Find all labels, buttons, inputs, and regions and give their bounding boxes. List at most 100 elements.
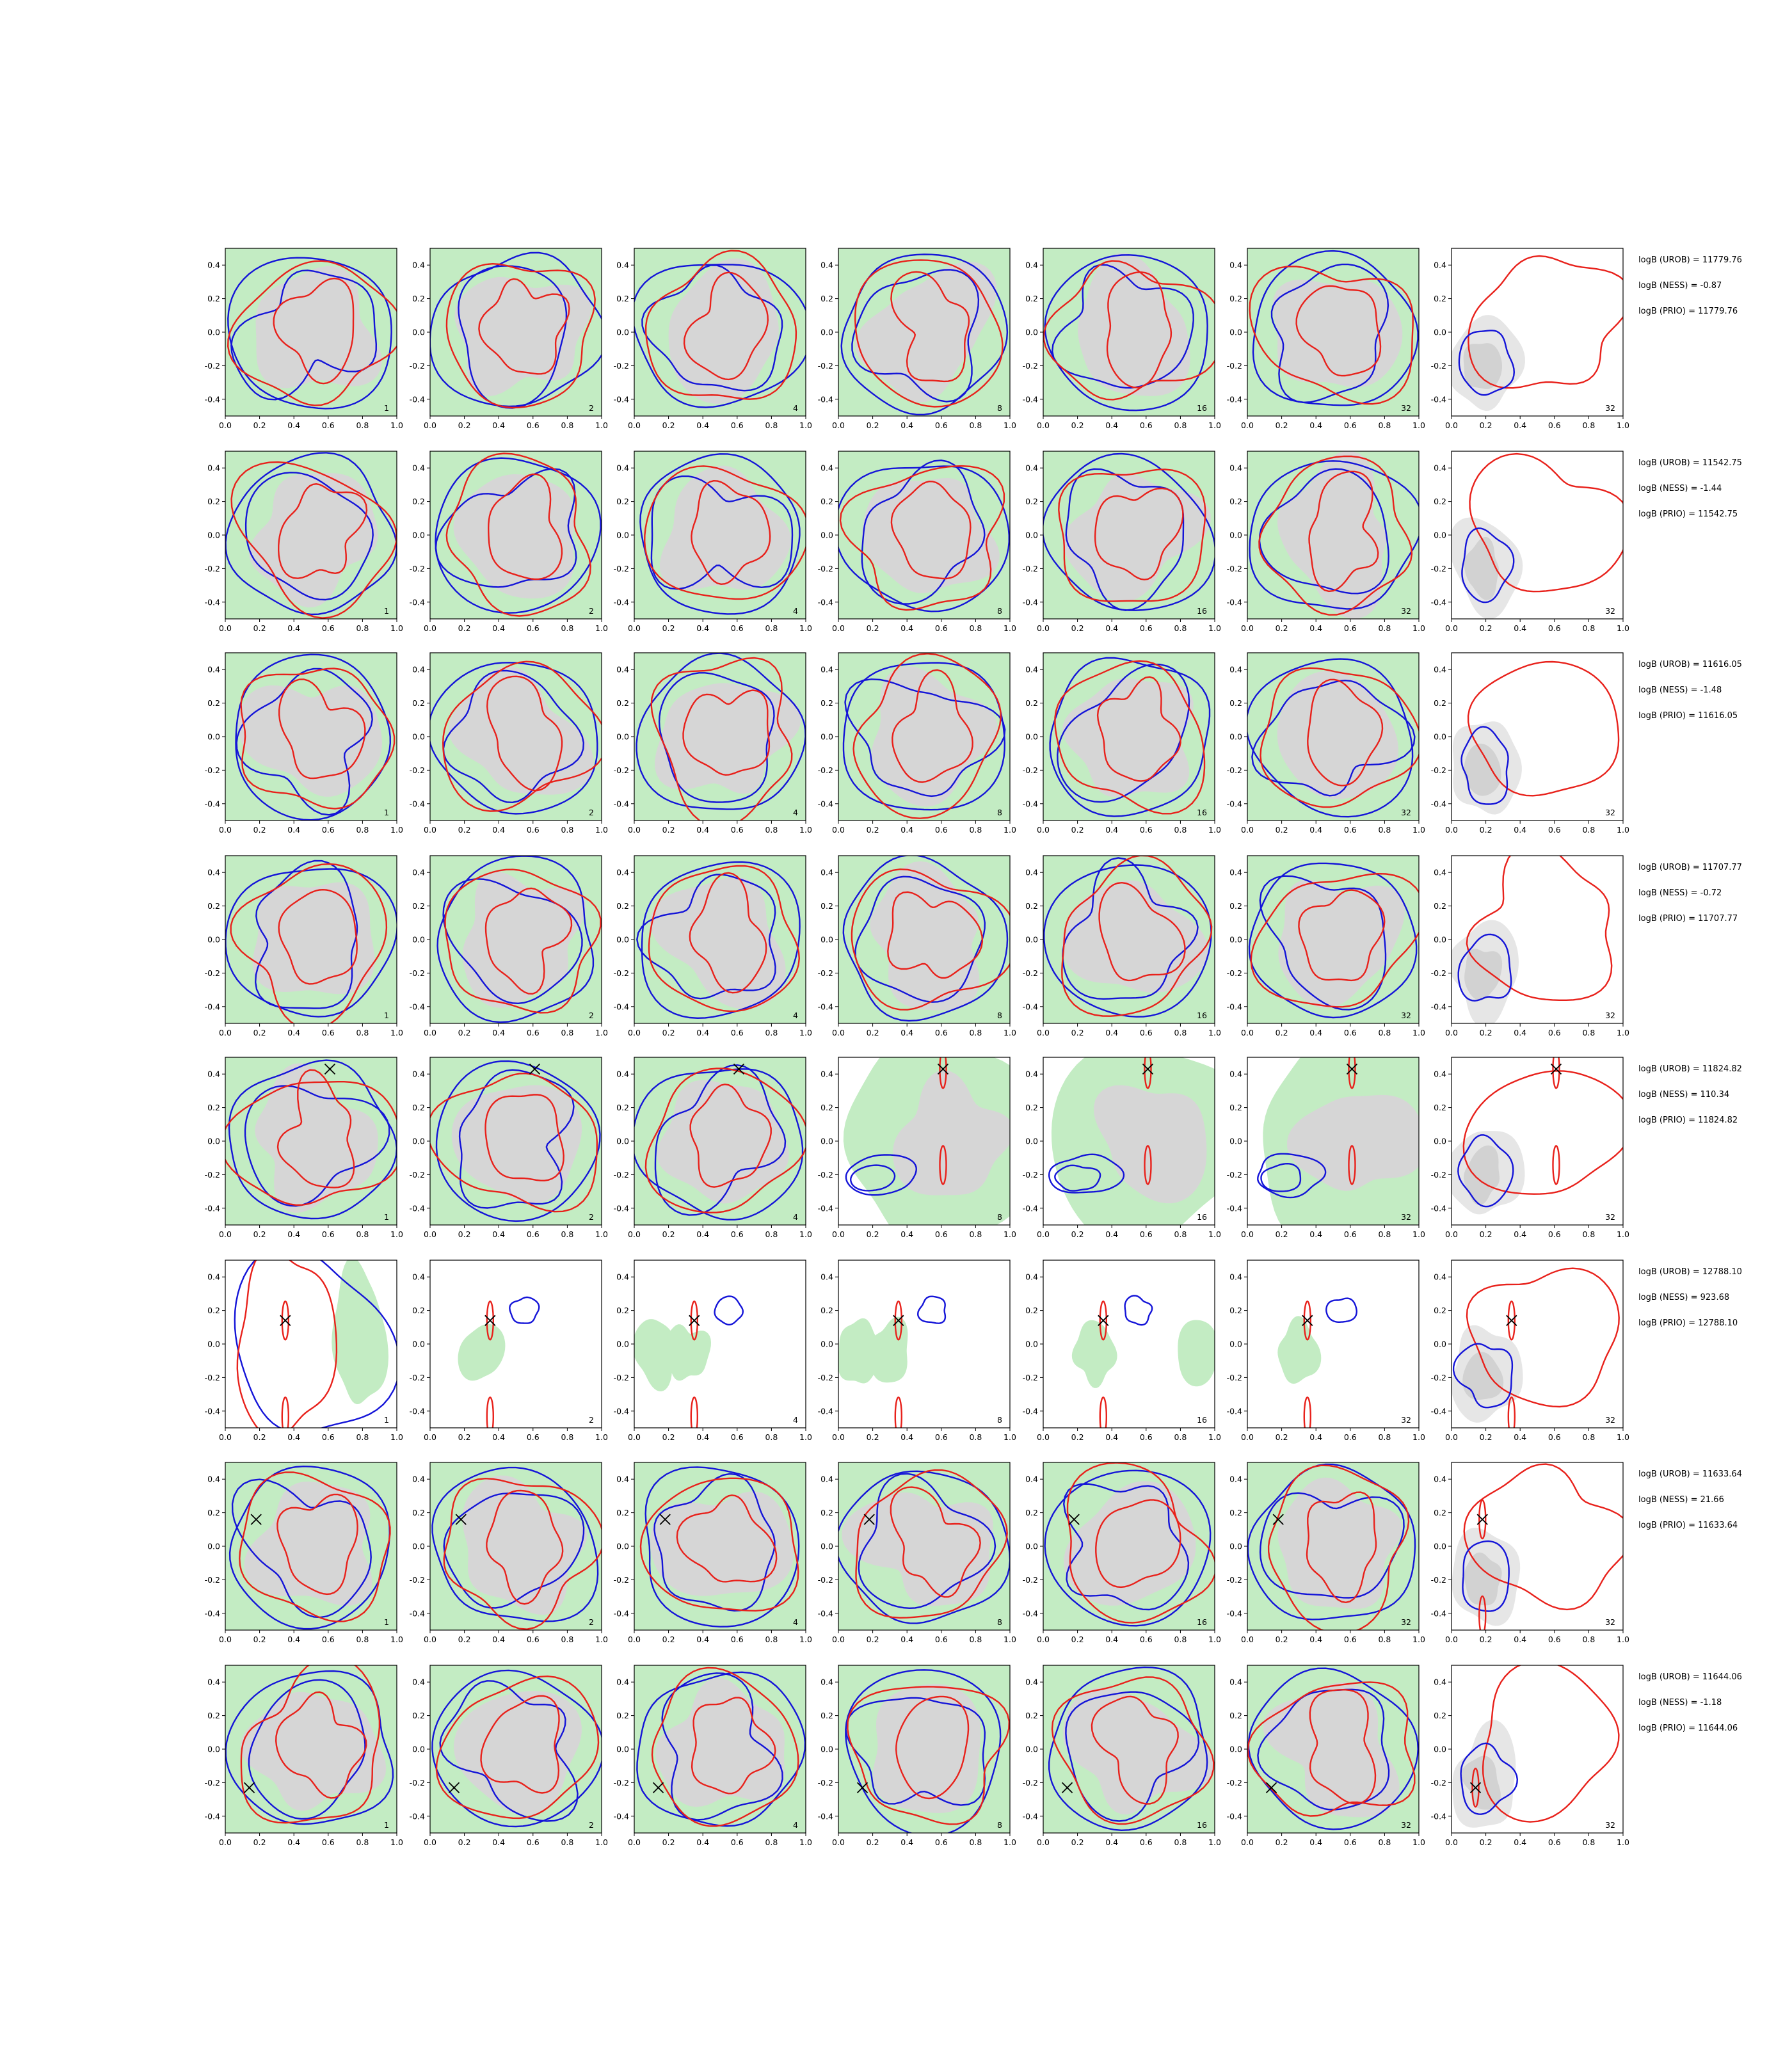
subplot-r2-c4: 0.4 0.2 0.0 -0.2 -0.4 0.0 0.2 0.4 0.6 0.8 1.08	[818, 451, 1016, 633]
y-tick-label: 0.2	[1434, 1508, 1446, 1517]
y-tick-label: 0.2	[616, 1711, 629, 1720]
iteration-label: 4	[793, 1415, 798, 1425]
y-tick-label: 0.4	[412, 868, 425, 877]
y-tick-label: 0.4	[1434, 260, 1446, 270]
y-tick-label: 0.2	[207, 1508, 220, 1517]
x-tick-label: 1.0	[1208, 1432, 1221, 1442]
y-tick-label: 0.4	[1025, 463, 1038, 473]
x-tick-label: 1.0	[595, 623, 608, 633]
red-contour	[689, 1084, 772, 1188]
x-tick-label: 0.2	[1480, 623, 1492, 633]
y-tick-label: -0.4	[818, 1002, 833, 1011]
subplot-r6-c7: 0.4 0.2 0.0 -0.2 -0.4 0.0 0.2 0.4 0.6 0.8 1.032	[1431, 1260, 1629, 1442]
red-contour	[227, 260, 397, 406]
y-tick-label: -0.2	[614, 1373, 629, 1382]
x-tick-label: 1.0	[595, 1635, 608, 1644]
red-contour	[1463, 1463, 1623, 1611]
x-tick-label: 0.4	[1105, 825, 1118, 835]
y-tick-label: -0.2	[1023, 1575, 1038, 1585]
x-tick-label: 0.8	[1174, 1432, 1187, 1442]
x-tick-label: 0.0	[1445, 1635, 1458, 1644]
red-contour	[1106, 271, 1172, 388]
subplot-r4-c7: 0.4 0.2 0.0 -0.2 -0.4 0.0 0.2 0.4 0.6 0.8 1.032	[1431, 855, 1629, 1037]
y-tick-label: 0.4	[820, 665, 833, 675]
y-tick-label: -0.2	[1431, 765, 1446, 775]
red-contour	[276, 1493, 358, 1596]
subplot-r5-c1: 0.4 0.2 0.0 -0.2 -0.4 0.0 0.2 0.4 0.6 0.8 1.01	[205, 1057, 403, 1239]
x-tick-label: 1.0	[1617, 623, 1629, 633]
iteration-label: 2	[589, 1820, 594, 1830]
blue-contour	[458, 265, 568, 409]
subplot-r1-c4: 0.4 0.2 0.0 -0.2 -0.4 0.0 0.2 0.4 0.6 0.8 1.08	[818, 248, 1016, 430]
prior-density-fill	[1462, 1352, 1504, 1400]
red-contour	[1144, 1057, 1152, 1089]
blue-contour	[1452, 1343, 1514, 1409]
x-tick-label: 0.4	[696, 1028, 709, 1037]
subplot-r1-c3: 0.4 0.2 0.0 -0.2 -0.4 0.0 0.2 0.4 0.6 0.8 1.04	[614, 248, 812, 430]
red-contour	[1473, 1864, 1479, 1903]
x-tick-label: 0.4	[492, 825, 505, 835]
y-tick-label: -0.2	[205, 968, 220, 978]
green-density-fill	[332, 1260, 388, 1405]
y-tick-label: -0.4	[410, 597, 425, 607]
y-tick-label: -0.2	[818, 564, 833, 573]
y-tick-label: -0.2	[818, 361, 833, 371]
x-tick-label: 0.0	[832, 420, 845, 430]
y-tick-label: 0.0	[1434, 531, 1446, 540]
y-tick-label: -0.2	[614, 1575, 629, 1585]
y-tick-label: 0.0	[1025, 328, 1038, 337]
blue-contour	[248, 1679, 366, 1820]
green-density-fill	[1071, 1320, 1117, 1388]
y-tick-label: 0.4	[1025, 1272, 1038, 1282]
y-tick-label: -0.4	[614, 394, 629, 404]
y-tick-label: -0.2	[1227, 1575, 1242, 1585]
y-tick-label: -0.4	[205, 597, 220, 607]
y-tick-label: 0.4	[616, 1677, 629, 1687]
x-tick-label: 1.0	[1412, 1837, 1425, 1847]
subplot-r6-c6: 0.4 0.2 0.0 -0.2 -0.4 0.0 0.2 0.4 0.6 0.8 1.032	[1227, 1260, 1425, 1442]
y-tick-label: -0.2	[818, 968, 833, 978]
y-tick-label: -0.2	[1023, 968, 1038, 978]
x-tick-label: 0.2	[1480, 1432, 1492, 1442]
x-tick-label: 0.2	[253, 1432, 266, 1442]
x-tick-label: 1.0	[1412, 1635, 1425, 1644]
logb-urob-value: 11824.82	[1702, 1064, 1742, 1074]
y-tick-label: 0.2	[1025, 698, 1038, 708]
y-tick-label: -0.2	[614, 1170, 629, 1180]
prior-density-fill	[1464, 743, 1501, 796]
y-tick-label: 0.4	[616, 260, 629, 270]
blue-contour	[1247, 658, 1414, 818]
red-contour	[1469, 452, 1623, 593]
x-tick-label: 1.0	[1004, 1432, 1016, 1442]
y-tick-label: 0.0	[616, 531, 629, 540]
y-tick-label: 0.0	[207, 328, 220, 337]
x-tick-label: 0.8	[765, 1229, 778, 1239]
blue-contour	[634, 1068, 804, 1220]
blue-contour	[1043, 864, 1212, 1018]
y-tick-label: 0.4	[1434, 463, 1446, 473]
x-tick-label: 0.2	[867, 1028, 879, 1037]
red-contour	[855, 1469, 1008, 1619]
red-contour	[1307, 678, 1384, 787]
x-tick-label: 0.0	[1445, 1229, 1458, 1239]
y-tick-label: -0.2	[1431, 968, 1446, 978]
logb-ness-value: -1.44	[1700, 484, 1722, 493]
logb-prio-label: logB (PRIO) =	[1638, 1521, 1698, 1530]
grey-density-fill	[1263, 1682, 1400, 1818]
y-tick-label: 0.0	[820, 531, 833, 540]
red-contour	[1478, 1499, 1487, 1540]
y-tick-label: -0.4	[205, 1608, 220, 1618]
blue-contour	[854, 876, 986, 1003]
y-tick-label: 0.2	[1229, 1711, 1242, 1720]
x-tick-label: 0.4	[1105, 1028, 1118, 1037]
iteration-label: 16	[1197, 1617, 1207, 1627]
y-tick-label: 0.2	[1025, 294, 1038, 303]
true-location-marker	[689, 1315, 700, 1326]
red-contour	[1267, 1464, 1410, 1630]
blue-contour	[227, 257, 392, 410]
subplot-r3-c4: 0.4 0.2 0.0 -0.2 -0.4 0.0 0.2 0.4 0.6 0.8 1.08	[818, 652, 1016, 835]
blue-contour	[442, 878, 583, 1005]
blue-contour	[714, 1295, 744, 1325]
iteration-label: 32	[1605, 1212, 1615, 1222]
logb-ness-text: logB (NESS) = -1.48	[1638, 685, 1722, 695]
